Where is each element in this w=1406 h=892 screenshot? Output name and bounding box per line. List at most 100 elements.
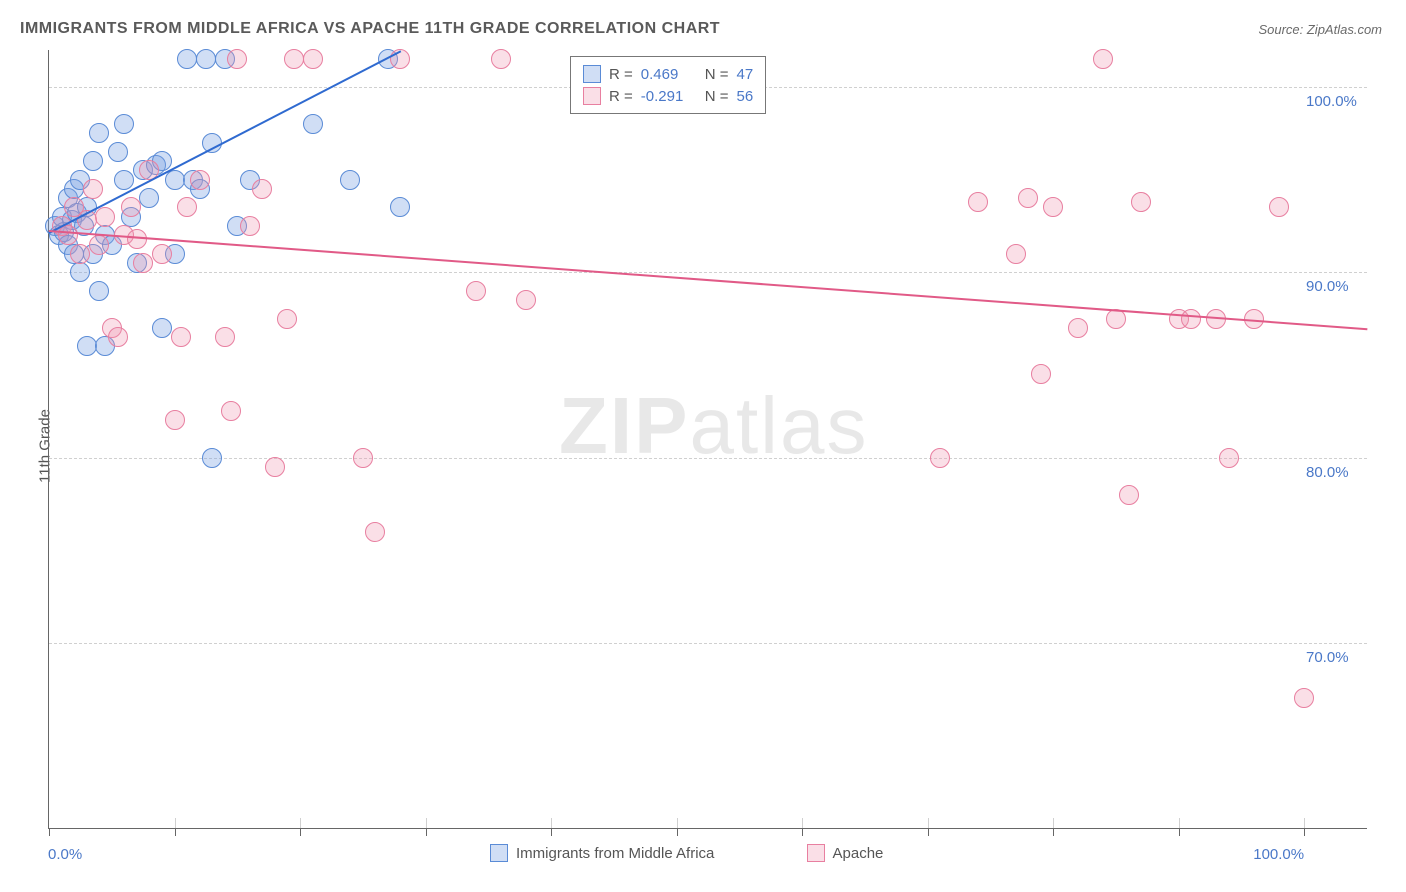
stats-legend-row: R = -0.291 N = 56 — [583, 85, 753, 107]
data-point — [1219, 448, 1239, 468]
x-tick — [49, 828, 50, 836]
data-point — [70, 262, 90, 282]
data-point — [190, 170, 210, 190]
data-point — [227, 49, 247, 69]
gridline-v — [802, 818, 803, 828]
data-point — [70, 244, 90, 264]
data-point — [365, 522, 385, 542]
legend-swatch — [490, 844, 508, 862]
data-point — [1294, 688, 1314, 708]
gridline-v — [677, 818, 678, 828]
legend-swatch — [583, 65, 601, 83]
y-tick-label: 70.0% — [1306, 649, 1349, 666]
data-point — [1093, 49, 1113, 69]
y-tick-label: 90.0% — [1306, 278, 1349, 295]
x-tick — [802, 828, 803, 836]
data-point — [133, 253, 153, 273]
x-tick — [300, 828, 301, 836]
data-point — [1181, 309, 1201, 329]
x-tick-label: 100.0% — [1253, 846, 1304, 863]
gridline-v — [300, 818, 301, 828]
r-label: R = — [609, 66, 633, 83]
x-tick — [175, 828, 176, 836]
data-point — [83, 151, 103, 171]
data-point — [139, 188, 159, 208]
data-point — [108, 142, 128, 162]
data-point — [353, 448, 373, 468]
gridline-h — [49, 643, 1367, 644]
legend-label: Apache — [833, 845, 884, 862]
data-point — [968, 192, 988, 212]
x-tick — [1053, 828, 1054, 836]
x-tick — [677, 828, 678, 836]
x-tick — [551, 828, 552, 836]
r-label: R = — [609, 88, 633, 105]
data-point — [114, 114, 134, 134]
data-point — [165, 410, 185, 430]
data-point — [516, 290, 536, 310]
stats-legend-row: R =0.469N =47 — [583, 63, 753, 85]
gridline-v — [1304, 818, 1305, 828]
gridline-v — [175, 818, 176, 828]
legend-swatch — [583, 87, 601, 105]
data-point — [77, 336, 97, 356]
data-point — [1006, 244, 1026, 264]
data-point — [89, 281, 109, 301]
gridline-v — [1179, 818, 1180, 828]
data-point — [108, 327, 128, 347]
data-point — [240, 216, 260, 236]
data-point — [930, 448, 950, 468]
n-value: 56 — [737, 88, 754, 105]
legend-swatch — [807, 844, 825, 862]
x-tick — [928, 828, 929, 836]
data-point — [1119, 485, 1139, 505]
legend-label: Immigrants from Middle Africa — [516, 845, 714, 862]
data-point — [177, 49, 197, 69]
data-point — [95, 207, 115, 227]
x-tick-label: 0.0% — [48, 846, 82, 863]
x-tick — [1304, 828, 1305, 836]
data-point — [1043, 197, 1063, 217]
data-point — [202, 448, 222, 468]
series-legend-item: Apache — [807, 844, 884, 862]
data-point — [1018, 188, 1038, 208]
data-point — [58, 225, 78, 245]
data-point — [277, 309, 297, 329]
data-point — [1269, 197, 1289, 217]
data-point — [265, 457, 285, 477]
data-point — [1131, 192, 1151, 212]
gridline-v — [928, 818, 929, 828]
plot-area: ZIPatlas — [48, 50, 1367, 829]
data-point — [215, 327, 235, 347]
trend-line — [49, 230, 1367, 330]
r-value: -0.291 — [641, 88, 697, 105]
data-point — [114, 170, 134, 190]
x-tick — [426, 828, 427, 836]
data-point — [89, 123, 109, 143]
n-label: N = — [705, 66, 729, 83]
data-point — [466, 281, 486, 301]
data-point — [196, 49, 216, 69]
chart-title: IMMIGRANTS FROM MIDDLE AFRICA VS APACHE … — [20, 20, 720, 38]
data-point — [152, 318, 172, 338]
data-point — [390, 197, 410, 217]
data-point — [152, 244, 172, 264]
series-legend-item: Immigrants from Middle Africa — [490, 844, 714, 862]
n-label: N = — [705, 88, 729, 105]
x-tick — [1179, 828, 1180, 836]
y-tick-label: 80.0% — [1306, 464, 1349, 481]
gridline-h — [49, 272, 1367, 273]
data-point — [303, 49, 323, 69]
data-point — [491, 49, 511, 69]
data-point — [1068, 318, 1088, 338]
data-point — [83, 179, 103, 199]
y-tick-label: 100.0% — [1306, 93, 1357, 110]
data-point — [340, 170, 360, 190]
data-point — [171, 327, 191, 347]
gridline-h — [49, 458, 1367, 459]
data-point — [303, 114, 323, 134]
data-point — [121, 197, 141, 217]
data-point — [284, 49, 304, 69]
data-point — [221, 401, 241, 421]
r-value: 0.469 — [641, 66, 697, 83]
